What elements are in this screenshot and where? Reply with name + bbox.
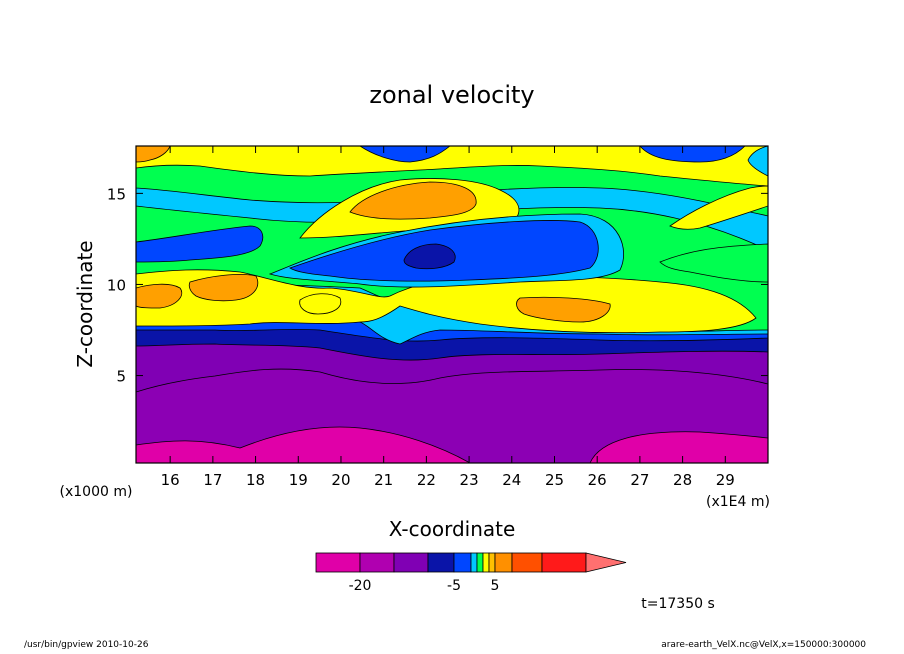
x-tick-label: 18 (246, 471, 265, 489)
colorbar-bin (541, 552, 587, 573)
x-axis: 16 17 18 19 20 21 22 23 24 25 26 27 28 29 (161, 146, 735, 489)
colorbar-bin (482, 552, 490, 573)
colorbar-bin (359, 552, 395, 573)
x-tick-label: 25 (545, 471, 564, 489)
contour-field (136, 146, 768, 463)
contour-band-cyan (747, 146, 768, 177)
contour-band-magenta (589, 431, 768, 463)
x-tick-label: 17 (203, 471, 222, 489)
contour-band-orange (516, 296, 611, 323)
footer-right: arare-earth_VelX.nc@VelX,x=150000:300000 (661, 640, 866, 650)
colorbar-bin (488, 552, 496, 573)
plot-frame (135, 145, 769, 464)
contour-band-yellow (136, 146, 768, 187)
colorbar-tick-label: -5 (447, 578, 461, 594)
contour-band-magenta (136, 426, 471, 463)
colorbar-bin (470, 552, 478, 573)
y-tick-label: 15 (107, 185, 126, 203)
contour-band-orange (188, 274, 259, 302)
y-axis: 5 10 15 (107, 185, 768, 386)
contour-band-orange (349, 181, 477, 220)
x-tick-label: 23 (460, 471, 479, 489)
x-tick-label: 29 (716, 471, 735, 489)
contour-band-blue (136, 225, 264, 263)
colorbar-tick-label: -20 (349, 578, 372, 594)
x-tick-label: 26 (588, 471, 607, 489)
x-tick-label: 27 (630, 471, 649, 489)
y-tick-label: 5 (116, 368, 126, 386)
colorbar: -20 -5 5 (315, 552, 627, 594)
time-label: t=17350 s (641, 596, 715, 612)
contour-band-yellow (299, 293, 342, 315)
colorbar-bin (427, 552, 455, 573)
colorbar-extend-triangle (585, 552, 627, 573)
contour-band-blue (639, 146, 746, 163)
footer-left: /usr/bin/gpview 2010-10-26 (24, 640, 149, 650)
colorbar-bin (511, 552, 543, 573)
colorbar-bin (393, 552, 429, 573)
colorbar-bin (494, 552, 513, 573)
x-tick-label: 22 (417, 471, 436, 489)
contour-band-orange (136, 283, 183, 309)
x-tick-label: 24 (502, 471, 521, 489)
x-tick-label: 20 (331, 471, 350, 489)
y-unit-label: (x1000 m) (60, 484, 133, 500)
contour-band-blue (359, 146, 451, 163)
colorbar-bin (315, 552, 361, 573)
x-tick-label: 28 (673, 471, 692, 489)
contour-band-yellow (669, 185, 768, 230)
contour-band-navy (403, 243, 456, 270)
x-unit-label: (x1E4 m) (706, 494, 770, 510)
x-tick-label: 21 (374, 471, 393, 489)
x-tick-label: 19 (289, 471, 308, 489)
y-axis-label: Z-coordinate (73, 240, 97, 367)
x-tick-label: 16 (161, 471, 180, 489)
colorbar-bin (476, 552, 484, 573)
colorbar-bin (453, 552, 472, 573)
colorbar-tick-label: 5 (491, 578, 500, 594)
chart-title: zonal velocity (369, 81, 534, 109)
y-tick-label: 10 (107, 276, 126, 294)
contour-band-orange (136, 146, 171, 163)
contour-band-green (659, 243, 768, 283)
x-axis-label: X-coordinate (389, 517, 516, 541)
